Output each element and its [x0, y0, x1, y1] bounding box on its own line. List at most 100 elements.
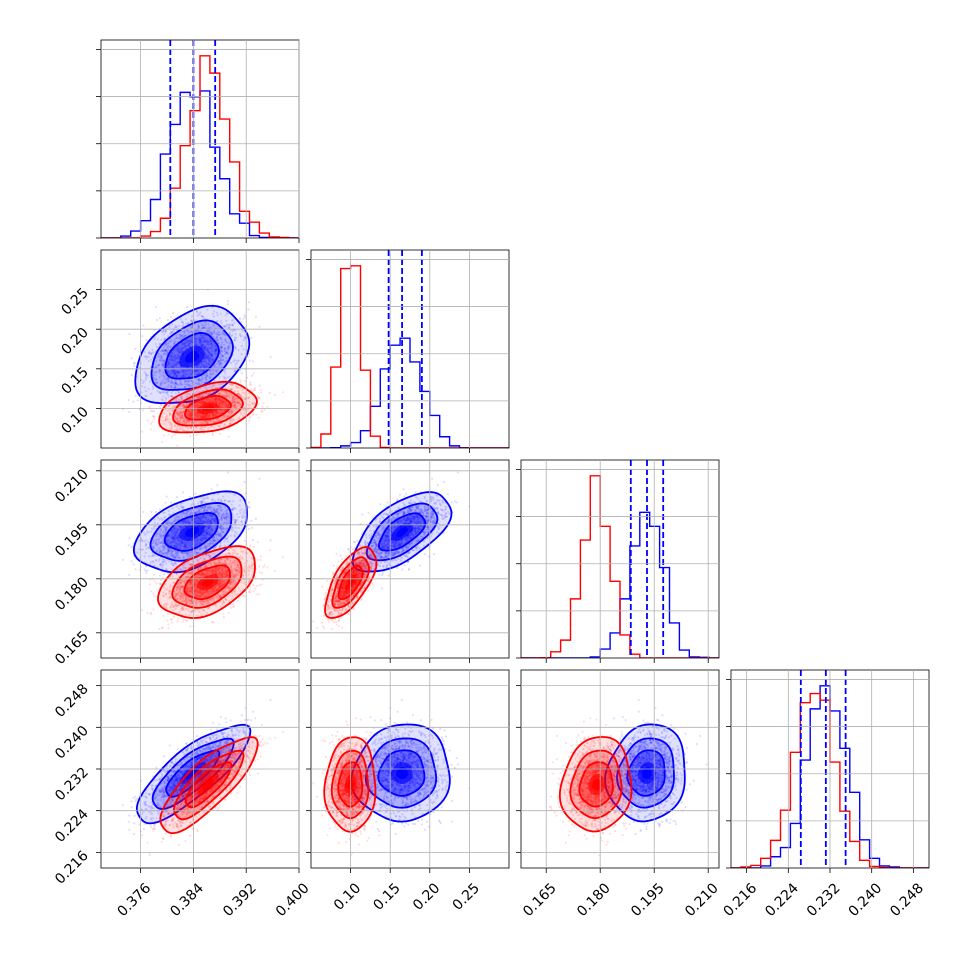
scatter-point	[196, 369, 199, 372]
scatter-point	[189, 378, 192, 381]
scatter-point	[190, 384, 193, 387]
scatter-point	[172, 369, 175, 372]
scatter-point	[208, 339, 212, 342]
scatter-point	[194, 343, 197, 346]
scatter-point	[215, 370, 218, 373]
scatter-point	[227, 375, 230, 378]
scatter-point	[200, 324, 203, 327]
scatter-point	[208, 357, 211, 360]
scatter-point	[206, 308, 209, 311]
scatter-point	[200, 344, 204, 347]
scatter-point	[247, 501, 251, 504]
scatter-point	[233, 359, 236, 362]
scatter-point	[210, 331, 213, 334]
scatter-point	[149, 353, 152, 356]
scatter-point	[208, 357, 211, 360]
scatter-point	[208, 353, 211, 356]
scatter-point	[196, 311, 199, 314]
scatter-point	[251, 374, 254, 377]
scatter-point	[174, 382, 177, 385]
scatter-point	[240, 335, 243, 338]
scatter-point	[187, 330, 190, 333]
scatter-point	[197, 378, 200, 382]
scatter-point	[206, 341, 209, 344]
scatter-point	[219, 363, 222, 366]
scatter-point	[222, 375, 225, 378]
scatter-point	[167, 342, 170, 345]
scatter-point	[219, 312, 222, 315]
scatter-point	[206, 348, 209, 351]
scatter-point	[187, 369, 190, 372]
scatter-point	[150, 510, 153, 513]
scatter-point	[206, 349, 209, 352]
scatter-point	[144, 355, 147, 358]
scatter-point	[171, 330, 174, 333]
scatter-point	[206, 375, 209, 378]
scatter-point	[216, 339, 219, 342]
scatter-point	[207, 350, 210, 353]
scatter-point	[141, 381, 144, 384]
scatter-point	[168, 403, 171, 407]
scatter-point	[200, 339, 203, 342]
scatter-point	[182, 374, 185, 378]
scatter-point	[161, 359, 164, 363]
scatter-point	[173, 384, 176, 387]
scatter-point	[207, 362, 210, 365]
scatter-point	[186, 306, 189, 309]
scatter-point	[197, 377, 200, 380]
scatter-point	[162, 391, 165, 394]
scatter-point	[200, 344, 203, 347]
scatter-point	[171, 356, 174, 359]
scatter-point	[193, 339, 196, 342]
scatter-point	[223, 343, 226, 346]
scatter-point	[220, 347, 223, 350]
scatter-point	[127, 544, 130, 547]
scatter-point	[230, 329, 233, 332]
scatter-point	[160, 403, 163, 406]
scatter-point	[147, 360, 151, 363]
scatter-point	[177, 370, 180, 373]
panel-content	[121, 288, 285, 447]
scatter-point	[208, 359, 211, 362]
scatter-point	[204, 354, 207, 357]
scatter-point	[187, 344, 190, 347]
scatter-point	[220, 345, 223, 348]
scatter-point	[188, 339, 191, 342]
scatter-point	[191, 326, 194, 329]
scatter-point	[243, 481, 246, 484]
scatter-point	[159, 343, 162, 346]
scatter-point	[156, 389, 159, 392]
scatter-point	[261, 405, 264, 408]
scatter-point	[177, 351, 180, 354]
scatter-point	[215, 335, 218, 338]
scatter-point	[176, 370, 180, 374]
scatter-point	[164, 381, 167, 384]
scatter-point	[190, 379, 193, 382]
scatter-point	[174, 386, 177, 389]
scatter-point	[228, 325, 231, 328]
scatter-point	[169, 315, 172, 319]
scatter-point	[175, 363, 178, 366]
scatter-point	[199, 362, 203, 365]
scatter-point	[141, 409, 144, 412]
scatter-point	[202, 334, 205, 337]
scatter-point	[179, 334, 182, 337]
scatter-point	[178, 374, 181, 377]
scatter-point	[186, 383, 189, 386]
scatter-point	[220, 345, 223, 348]
scatter-point	[198, 340, 201, 343]
scatter-point	[219, 337, 222, 340]
scatter-point	[251, 539, 255, 542]
scatter-point	[243, 379, 246, 383]
scatter-point	[253, 387, 257, 390]
scatter-point	[175, 371, 178, 374]
scatter-point	[167, 345, 170, 348]
scatter-point	[159, 370, 162, 373]
scatter-point	[223, 349, 226, 352]
scatter-point	[179, 348, 182, 351]
scatter-point	[176, 361, 179, 364]
scatter-point	[168, 363, 171, 366]
scatter-point	[200, 378, 203, 381]
scatter-point	[220, 349, 223, 352]
scatter-point	[165, 342, 168, 345]
